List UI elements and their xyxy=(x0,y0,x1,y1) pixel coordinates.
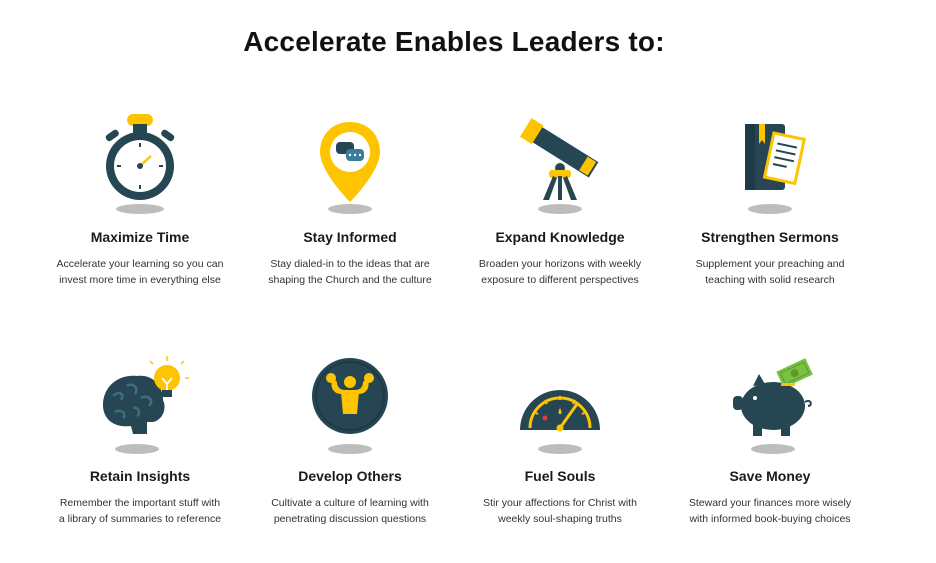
feature-desc-line1: Cultivate a culture of learning with xyxy=(271,497,429,509)
feature-title: Strengthen Sermons xyxy=(701,229,839,245)
feature-title: Maximize Time xyxy=(90,229,190,245)
telescope-icon xyxy=(455,110,665,220)
feature-desc-line2: penetrating discussion questions xyxy=(273,513,427,525)
feature-desc-line2: invest more time in everything else xyxy=(59,274,221,286)
feature-title: Stay Informed xyxy=(303,229,397,245)
piggy-bank-icon xyxy=(665,350,875,460)
feature-desc-line2: shaping the Church and the culture xyxy=(268,274,432,286)
feature-desc-line1: Broaden your horizons with weekly xyxy=(478,258,642,270)
fuel-gauge-icon xyxy=(455,350,665,460)
feature-desc-line1: Accelerate your learning so you can xyxy=(56,258,224,270)
feature-title: Retain Insights xyxy=(89,468,191,484)
feature-desc-line1: Stir your affections for Christ with xyxy=(483,497,637,509)
feature-desc-line2: with informed book-buying choices xyxy=(689,513,851,525)
feature-desc-line2: teaching with solid research xyxy=(705,274,835,286)
stopwatch-icon xyxy=(35,110,245,220)
map-pin-chat-icon xyxy=(245,110,455,220)
feature-desc-line1: Remember the important stuff with xyxy=(59,497,221,509)
page-title: Accelerate Enables Leaders to: xyxy=(243,26,665,57)
book-document-icon xyxy=(665,110,875,220)
feature-title: Fuel Souls xyxy=(524,468,596,484)
muscle-man-icon xyxy=(245,350,455,460)
feature-title: Expand Knowledge xyxy=(495,229,625,245)
feature-title: Save Money xyxy=(729,468,811,484)
brain-lightbulb-icon xyxy=(35,350,245,460)
feature-desc-line1: Stay dialed-in to the ideas that are xyxy=(270,258,430,270)
feature-desc-line1: Steward your finances more wisely xyxy=(688,497,852,509)
feature-desc-line1: Supplement your preaching and xyxy=(695,258,845,270)
feature-desc-line2: a library of summaries to reference xyxy=(58,513,222,525)
feature-desc-line2: weekly soul-shaping truths xyxy=(498,513,622,525)
feature-title: Develop Others xyxy=(298,468,402,484)
feature-desc-line2: exposure to different perspectives xyxy=(481,274,639,286)
